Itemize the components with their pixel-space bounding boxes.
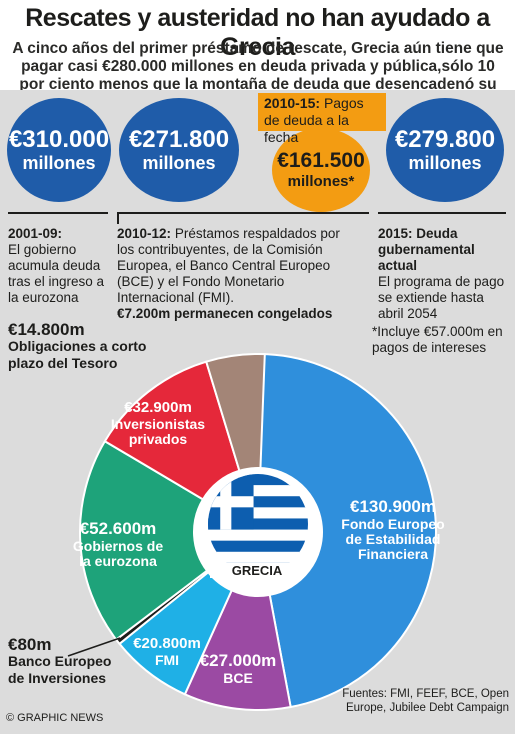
annotation-bold: €7.200m permanecen congelados <box>117 306 333 321</box>
slice-value: €52.600m <box>79 519 157 538</box>
bubble-unit: millones <box>408 153 482 174</box>
leader-line <box>67 637 121 657</box>
bubble-amount: €161.500 <box>277 149 365 173</box>
flag-stripe <box>208 496 308 508</box>
flag-stripe <box>208 551 308 564</box>
leader-line <box>117 212 119 224</box>
flag-stripe <box>208 507 308 519</box>
center-label: GRECIA <box>210 563 304 578</box>
slice-value: €20.800m <box>133 635 201 652</box>
annotation-head: 2015: Deuda gubernamental actual <box>378 226 475 273</box>
annotation-head: 2010-12: <box>117 226 172 241</box>
slice-name: Banco Europeo de Inversiones <box>8 653 112 686</box>
footnote: *Incluye €57.000m en pagos de intereses <box>372 324 510 356</box>
page-title: Rescates y austeridad no han ayudado a G… <box>25 4 490 61</box>
bubble-2010: €271.800 millones <box>119 98 239 202</box>
footnote-text: *Incluye €57.000m en pagos de intereses <box>372 324 503 355</box>
flag-stripe <box>208 529 308 542</box>
callout-text: Pagos de deuda a la fecha <box>264 95 364 145</box>
flag-stripe <box>208 518 308 531</box>
sources: Fuentes: FMI, FEEF, BCE, Open Europe, Ju… <box>342 688 509 714</box>
label-feef: €130.900m Fondo Europeo de Estabilidad F… <box>332 497 454 563</box>
slice-value: €32.900m <box>124 399 192 416</box>
bubble-unit: millones <box>142 153 216 174</box>
flag-stripe <box>208 540 308 553</box>
bubble-amount: €279.800 <box>394 125 496 153</box>
bubble-2001: €310.000 millones <box>7 98 111 202</box>
annotation-body: El gobierno acumula deuda tras el ingres… <box>8 242 105 305</box>
slice-name: Gobiernos de la eurozona <box>72 537 164 570</box>
flag-stripe <box>208 485 308 497</box>
credit: © GRAPHIC NEWS <box>6 712 104 724</box>
leader-line <box>378 212 506 214</box>
slice-value: €14.800m <box>8 320 85 339</box>
annotation-body: Préstamos respaldados por los contribuye… <box>117 226 340 305</box>
callout-years: 2010-15: <box>264 95 321 111</box>
slice-name: BCE <box>223 669 253 686</box>
leader-line <box>8 212 108 214</box>
flag-stripe <box>208 474 308 486</box>
bubble-unit: millones <box>22 153 96 174</box>
annotation-2015: 2015: Deuda gubernamental actual El prog… <box>378 226 508 322</box>
flag-cross-horizontal <box>208 496 254 508</box>
slice-name: FMI <box>154 651 180 668</box>
slice-value: €27.000m <box>199 651 277 670</box>
annotation-2001: 2001-09: El gobierno acumula deuda tras … <box>8 226 108 306</box>
label-fmi: €20.800m FMI <box>126 635 208 668</box>
annotation-head: 2001-09: <box>8 226 63 241</box>
leader-line <box>117 212 369 214</box>
bubble-amount: €271.800 <box>128 125 230 153</box>
slice-name: Obligaciones a corto plazo del Tesoro <box>8 338 147 371</box>
slice-value: €130.900m <box>349 497 437 516</box>
label-tesoro: €14.800m Obligaciones a corto plazo del … <box>8 321 148 372</box>
greece-flag-icon <box>208 474 308 574</box>
annotation-2010: 2010-12: Préstamos respaldados por los c… <box>117 226 347 322</box>
slice-name: Inversionistas privados <box>110 415 206 447</box>
label-eurozona: €52.600m Gobiernos de la eurozona <box>70 519 166 570</box>
slice-name: Fondo Europeo de Estabilidad Financiera <box>341 515 445 563</box>
bubble-2015: €279.800 millones <box>386 98 504 202</box>
label-privados: €32.900m Inversionistas privados <box>108 399 208 447</box>
bubble-2010-15: €161.500 millones* <box>272 128 370 212</box>
label-bce: €27.000m BCE <box>198 651 278 686</box>
annotation-body: El programa de pago se extiende hasta ab… <box>378 274 505 321</box>
callout-box: 2010-15: Pagos de deuda a la fecha <box>258 93 386 145</box>
bubble-unit: millones* <box>287 173 355 191</box>
label-bei: €80m Banco Europeo de Inversiones <box>8 636 118 687</box>
bubble-amount: €310.000 <box>8 125 110 153</box>
slice-value: €80m <box>8 635 52 654</box>
